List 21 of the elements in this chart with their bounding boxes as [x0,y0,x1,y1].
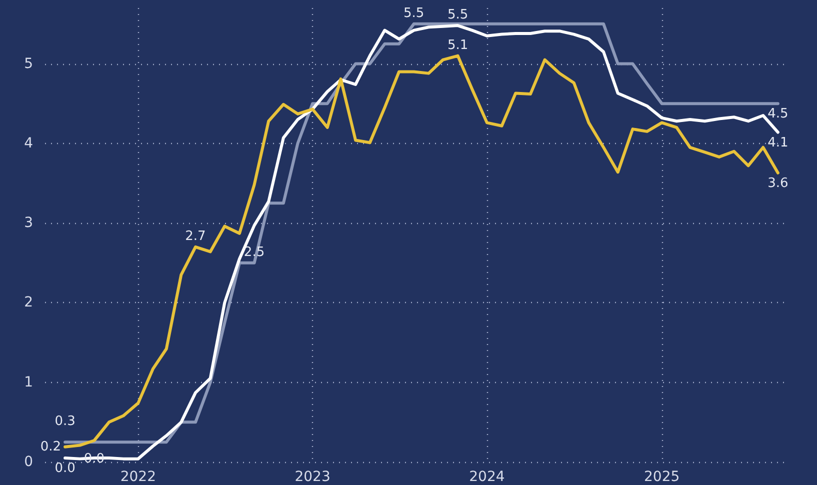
data-label: 4.1 [768,135,788,150]
y-tick-label: 5 [24,56,33,72]
x-tick-label: 2024 [469,469,505,485]
data-label: 0.3 [54,414,76,430]
y-tick-label: 0 [24,454,33,470]
data-label: 4.5 [768,106,788,122]
data-label: 5.5 [447,8,468,23]
x-tick-label: 2023 [294,469,330,485]
data-label: 2.5 [244,244,265,260]
data-label: 0.0 [54,461,76,476]
data-label: 2.7 [185,228,206,244]
x-tick-label: 2022 [120,469,156,485]
data-label: 5.1 [447,38,468,53]
y-tick-label: 2 [24,294,33,311]
data-label: 0.2 [40,439,62,454]
data-label: 5.5 [404,6,424,21]
y-tick-label: 4 [24,135,34,152]
y-tick-label: 1 [24,374,33,390]
x-tick-label: 2025 [644,469,680,485]
y-tick-label: 3 [24,215,33,232]
data-label: 3.6 [768,176,788,191]
